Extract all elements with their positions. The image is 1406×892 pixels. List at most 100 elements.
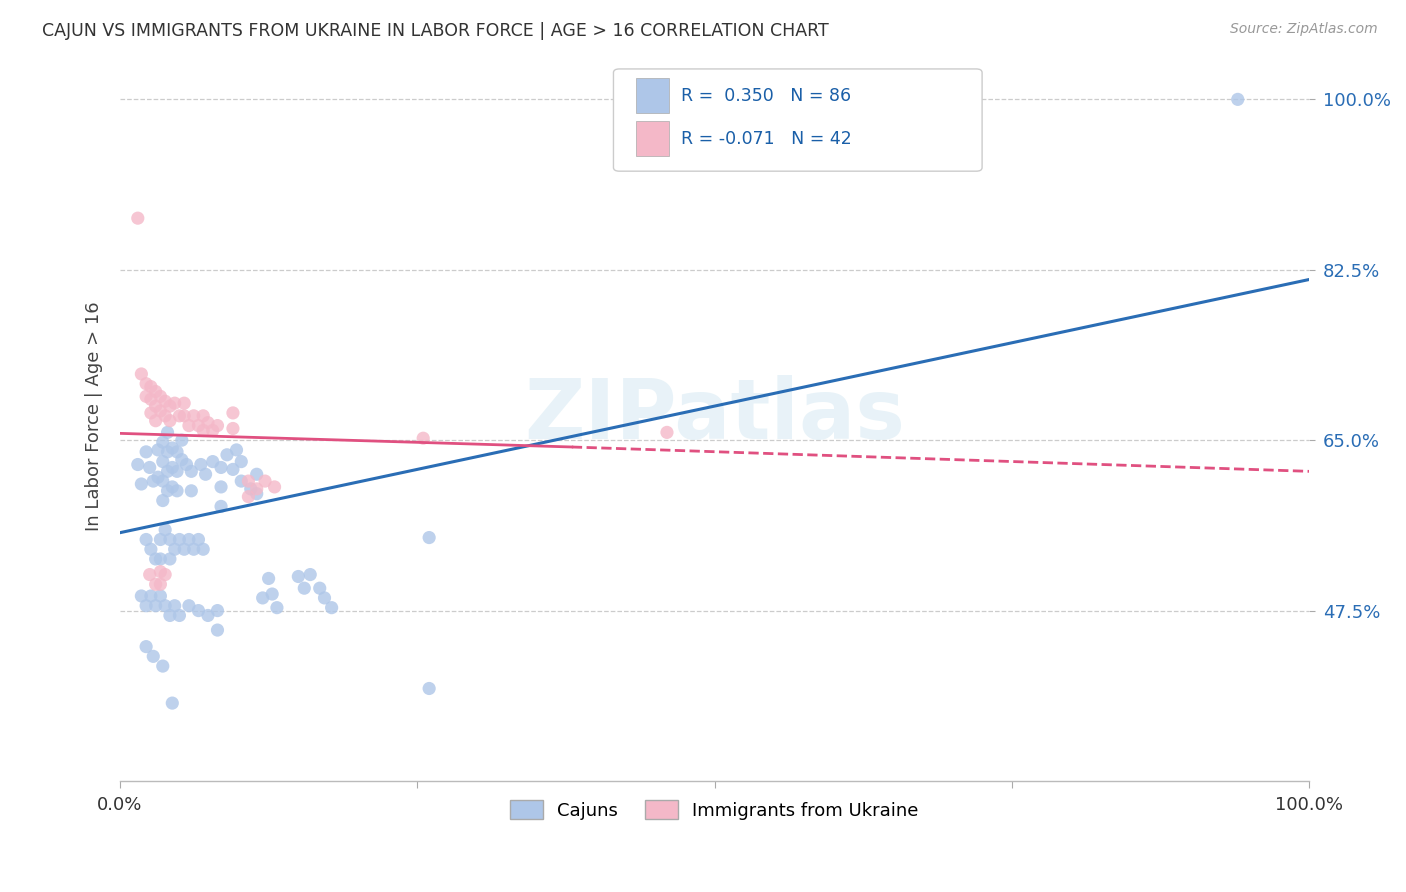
Point bbox=[135, 376, 157, 391]
Legend: Cajuns, Immigrants from Ukraine: Cajuns, Immigrants from Ukraine bbox=[503, 792, 927, 827]
Point bbox=[131, 477, 153, 491]
Point bbox=[145, 414, 167, 428]
Point bbox=[159, 533, 181, 547]
Point bbox=[173, 542, 195, 557]
Point bbox=[166, 445, 188, 459]
Point bbox=[142, 474, 165, 488]
Point bbox=[159, 608, 181, 623]
Point bbox=[201, 424, 224, 438]
Point bbox=[193, 424, 215, 438]
Point bbox=[127, 211, 149, 226]
Point bbox=[180, 464, 202, 478]
Point bbox=[135, 599, 157, 613]
Point bbox=[266, 600, 288, 615]
Point bbox=[139, 406, 162, 420]
Text: ZIPatlas: ZIPatlas bbox=[524, 376, 905, 457]
Point bbox=[193, 409, 215, 423]
Point bbox=[239, 482, 262, 496]
Point bbox=[153, 409, 176, 423]
Point bbox=[153, 394, 176, 409]
Point bbox=[149, 552, 172, 566]
Point bbox=[418, 681, 440, 696]
Point bbox=[152, 454, 174, 468]
Point bbox=[183, 409, 205, 423]
Point bbox=[314, 591, 336, 605]
Point bbox=[152, 435, 174, 450]
Point bbox=[149, 404, 172, 418]
Point bbox=[163, 396, 186, 410]
Point bbox=[222, 421, 245, 435]
Point bbox=[149, 533, 172, 547]
Point bbox=[418, 531, 440, 545]
Point bbox=[187, 418, 209, 433]
Point bbox=[225, 442, 247, 457]
Point bbox=[412, 431, 434, 445]
Point bbox=[262, 587, 284, 601]
Point bbox=[231, 474, 253, 488]
Point bbox=[209, 500, 232, 514]
Point bbox=[183, 542, 205, 557]
Point bbox=[149, 577, 172, 591]
Point bbox=[207, 418, 229, 433]
Point bbox=[135, 389, 157, 403]
Point bbox=[201, 454, 224, 468]
Point bbox=[246, 487, 269, 501]
Point bbox=[263, 480, 285, 494]
Point bbox=[215, 448, 238, 462]
Point bbox=[254, 474, 277, 488]
Point bbox=[173, 396, 195, 410]
Point bbox=[197, 608, 219, 623]
Point bbox=[131, 367, 153, 381]
Text: CAJUN VS IMMIGRANTS FROM UKRAINE IN LABOR FORCE | AGE > 16 CORRELATION CHART: CAJUN VS IMMIGRANTS FROM UKRAINE IN LABO… bbox=[42, 22, 830, 40]
Point bbox=[149, 589, 172, 603]
Point bbox=[321, 600, 343, 615]
FancyBboxPatch shape bbox=[613, 69, 983, 171]
Point bbox=[287, 569, 309, 583]
Point bbox=[138, 567, 160, 582]
Point bbox=[1226, 92, 1249, 106]
Point bbox=[156, 425, 179, 440]
Point bbox=[197, 416, 219, 430]
Point bbox=[152, 493, 174, 508]
Point bbox=[194, 467, 217, 482]
Point bbox=[159, 399, 181, 413]
Point bbox=[176, 458, 198, 472]
Point bbox=[152, 474, 174, 488]
Point bbox=[187, 533, 209, 547]
Point bbox=[209, 460, 232, 475]
Point bbox=[207, 604, 229, 618]
Point bbox=[257, 571, 280, 585]
Point bbox=[135, 445, 157, 459]
Text: Source: ZipAtlas.com: Source: ZipAtlas.com bbox=[1230, 22, 1378, 37]
Point bbox=[169, 533, 191, 547]
Point bbox=[146, 442, 169, 457]
Bar bbox=[636, 121, 669, 156]
Point bbox=[153, 567, 176, 582]
Point bbox=[139, 392, 162, 407]
Point bbox=[139, 542, 162, 557]
Point bbox=[145, 399, 167, 413]
Point bbox=[193, 542, 215, 557]
Point bbox=[162, 696, 184, 710]
Point bbox=[135, 533, 157, 547]
Point bbox=[169, 608, 191, 623]
Point bbox=[655, 425, 678, 440]
Point bbox=[142, 649, 165, 664]
Point bbox=[177, 533, 200, 547]
Point bbox=[292, 581, 315, 595]
Point bbox=[156, 464, 179, 478]
Point bbox=[153, 523, 176, 537]
Point bbox=[162, 480, 184, 494]
Point bbox=[209, 480, 232, 494]
Point bbox=[139, 379, 162, 393]
Point bbox=[131, 589, 153, 603]
Point bbox=[145, 384, 167, 399]
Point bbox=[231, 454, 253, 468]
Text: R =  0.350   N = 86: R = 0.350 N = 86 bbox=[682, 87, 852, 105]
Point bbox=[145, 577, 167, 591]
Point bbox=[170, 452, 193, 467]
Point bbox=[127, 458, 149, 472]
Point bbox=[222, 462, 245, 476]
Point bbox=[222, 406, 245, 420]
Point bbox=[252, 591, 274, 605]
